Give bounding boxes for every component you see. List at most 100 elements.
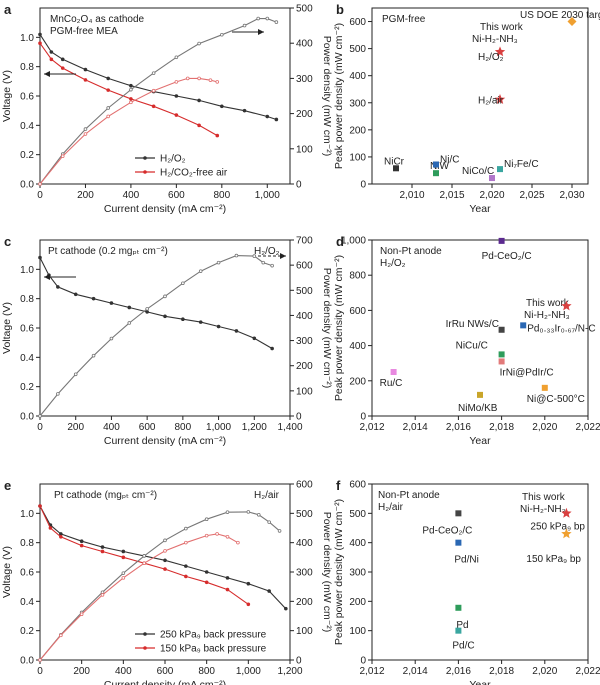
y2-tick-label: 100 <box>296 626 313 637</box>
square-marker <box>455 510 462 517</box>
x-tick-label: 2,020 <box>532 666 557 677</box>
panel-letter: e <box>4 478 11 493</box>
y-tick-label: 500 <box>349 509 366 520</box>
y2-tick-label: 500 <box>296 4 313 15</box>
x-tick-label: 2,020 <box>532 422 557 433</box>
data-point <box>59 532 63 536</box>
data-point <box>163 294 167 299</box>
panel-letter: b <box>336 2 344 17</box>
y2-axis-label: Power density (mW cm⁻²) <box>321 36 333 156</box>
point-label: Ni₇Fe/C <box>504 159 539 170</box>
panel-e: e 0 200 400 600 800 1,000 1,200 0.0 0.2 0.4 0.6 0.8 1… <box>1 478 333 685</box>
point-label: Pd-CeO₂/C <box>482 251 532 262</box>
annotation: This work <box>480 22 524 33</box>
y2-tick-label: 100 <box>296 386 313 397</box>
data-point <box>121 571 126 575</box>
y-tick-label: 400 <box>349 341 366 352</box>
legend-marker <box>143 646 147 650</box>
data-point <box>216 324 221 329</box>
legend-marker <box>143 170 147 174</box>
data-point <box>198 320 203 324</box>
square-marker <box>390 369 397 375</box>
data-point <box>91 296 96 301</box>
x-axis-label: Year <box>469 679 491 685</box>
y-tick-label: 1.0 <box>20 509 34 520</box>
point-label: Pd/Ni <box>454 555 478 566</box>
point-label: IrRu NWs/C <box>446 319 499 330</box>
data-point <box>127 305 132 310</box>
data-point <box>49 50 54 54</box>
data-point <box>109 336 114 341</box>
data-point <box>174 55 179 60</box>
y2-tick-label: 200 <box>296 109 313 120</box>
y-tick-label: 1,000 <box>341 236 366 247</box>
y2-tick-label: 200 <box>296 361 313 372</box>
data-point <box>60 57 65 62</box>
data-point <box>48 526 53 530</box>
x-tick-label: 600 <box>139 422 156 433</box>
x-tick-label: 2,016 <box>446 422 471 433</box>
data-point <box>197 98 201 103</box>
panel-letter: f <box>336 478 341 493</box>
data-point <box>106 106 110 110</box>
data-point <box>38 182 42 186</box>
x-axis-label: Current density (mA cm⁻²) <box>104 679 226 685</box>
y-tick-label: 500 <box>349 44 366 55</box>
data-point <box>225 576 230 580</box>
annotation: PGM-free MEA <box>50 26 118 37</box>
data-point <box>197 41 201 46</box>
x-tick-label: 1,000 <box>206 422 231 433</box>
diamond-marker <box>567 17 577 27</box>
data-point <box>142 554 146 558</box>
y-tick-label: 400 <box>349 71 366 82</box>
x-tick-label: 800 <box>175 422 192 433</box>
data-point <box>121 555 126 560</box>
x-axis-label: Current density (mA cm⁻²) <box>104 435 226 447</box>
y-axis-label: Peak power density (mW cm⁻²) <box>333 23 345 169</box>
x-tick-label: 0 <box>37 190 43 201</box>
y2-axis-label: Power density (mW cm⁻²) <box>321 512 333 632</box>
data-point <box>270 346 274 351</box>
data-point <box>215 80 220 84</box>
data-point <box>252 336 257 341</box>
data-point <box>79 612 84 617</box>
data-point <box>225 534 230 539</box>
axis-arrow <box>232 29 264 35</box>
x-tick-label: 400 <box>123 190 140 201</box>
data-point <box>106 76 110 81</box>
data-point <box>256 512 261 517</box>
data-point <box>252 254 257 258</box>
y-tick-label: 400 <box>349 538 366 549</box>
legend-label: H₂/CO₂-free air <box>160 168 228 179</box>
data-point <box>100 545 105 549</box>
data-point <box>83 127 88 131</box>
x-tick-label: 0 <box>37 422 43 433</box>
square-marker <box>455 627 462 634</box>
data-point <box>38 504 42 508</box>
y-tick-label: 200 <box>349 125 366 136</box>
data-point <box>256 16 260 21</box>
y-tick-label: 0.8 <box>20 62 34 73</box>
y-tick-label: 0.8 <box>20 538 34 549</box>
y-tick-label: 0.2 <box>20 626 34 637</box>
y-tick-label: 0 <box>360 180 366 191</box>
y-tick-label: 600 <box>349 480 366 491</box>
x-tick-label: 400 <box>103 422 120 433</box>
point-label: Ni@C-500°C <box>527 394 585 405</box>
y-tick-label: 0.0 <box>20 656 34 667</box>
x-axis-label: Current density (mA cm⁻²) <box>104 203 226 215</box>
data-point <box>38 41 42 45</box>
series-line <box>39 255 273 417</box>
data-point <box>225 510 230 514</box>
data-point <box>151 71 156 75</box>
data-point <box>204 580 209 585</box>
data-point <box>109 301 114 305</box>
x-tick-label: 200 <box>67 422 84 433</box>
y-tick-label: 0.0 <box>20 180 34 191</box>
data-point <box>265 114 270 119</box>
y2-axis-label: Power density (mW cm⁻²) <box>321 268 333 388</box>
data-point <box>184 574 188 579</box>
x-tick-label: 2,018 <box>489 666 514 677</box>
y-tick-label: 0.6 <box>20 92 34 103</box>
square-marker <box>489 175 495 182</box>
